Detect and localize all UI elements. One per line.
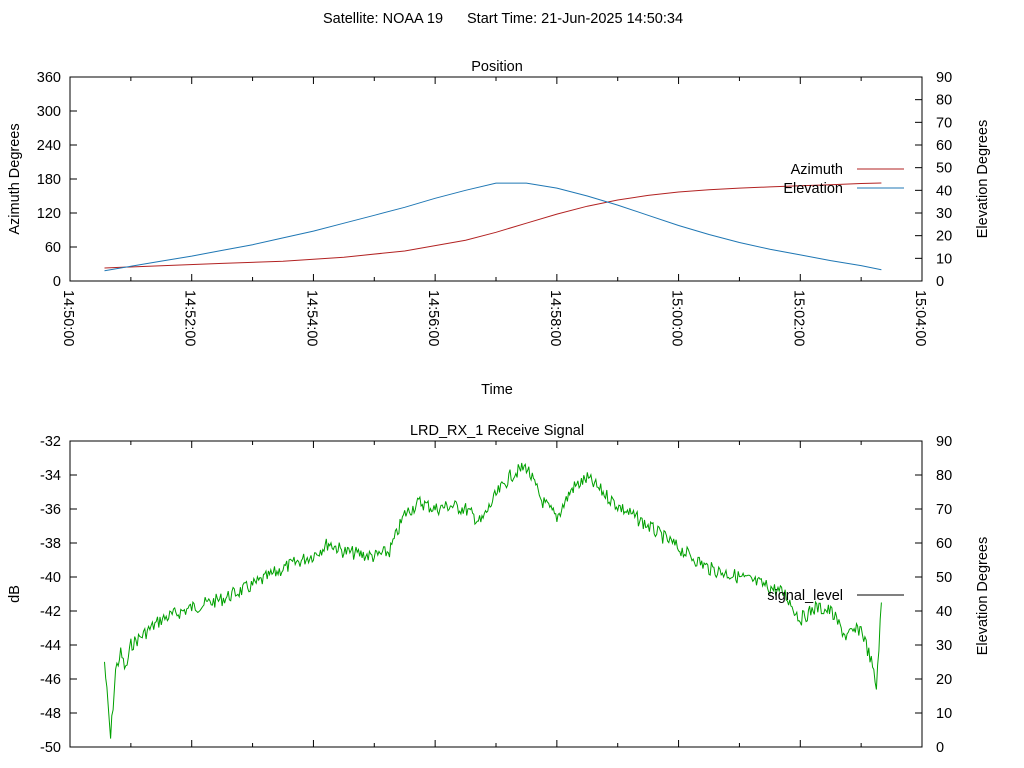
signal-chart-title: LRD_RX_1 Receive Signal (410, 423, 584, 439)
position-plot: 0 60 120 180 240 300 360 0 10 20 30 40 50 60 70 80 90 14:… (37, 70, 952, 346)
signal-plot: -50 -48 -46 -44 -42 -40 -38 -36 -34 -32 0 10 20 30 40 5… (40, 434, 952, 756)
x-tick-label: 14:54:00 (303, 290, 319, 346)
y2-tick-label: 60 (936, 536, 952, 552)
y2-tick-label: 40 (936, 604, 952, 620)
start-time-label: Start Time: 21-Jun-2025 14:50:34 (467, 11, 683, 27)
y2-tick-label: 20 (936, 672, 952, 688)
x-tick-label: 15:02:00 (790, 290, 806, 346)
plot-frame (69, 76, 923, 282)
y2-tick-label: 40 (936, 183, 952, 199)
y2-tick-label: 30 (936, 206, 952, 222)
y-tick-label: -46 (40, 672, 61, 688)
y-tick-label: 360 (37, 70, 61, 86)
y-tick-label: -44 (40, 638, 61, 654)
y-tick-label: 240 (37, 138, 61, 154)
series-line-azimuth (104, 182, 882, 269)
y2-tick-label: 50 (936, 161, 952, 177)
y-tick-label: -40 (40, 570, 61, 586)
position-y-axis-label: Azimuth Degrees (7, 123, 23, 234)
position-y2-axis-label: Elevation Degrees (975, 120, 991, 239)
y2-tick-label: 90 (936, 434, 952, 450)
y-tick-label: 180 (37, 172, 61, 188)
signal-y2-axis-label: Elevation Degrees (975, 537, 991, 656)
y2-tick-label: 60 (936, 138, 952, 154)
y-tick-label: 300 (37, 104, 61, 120)
series-line-elevation (104, 182, 882, 272)
y-tick-label: -38 (40, 536, 61, 552)
y-tick-label: -32 (40, 434, 61, 450)
x-tick-label: 15:04:00 (912, 290, 928, 346)
position-x-axis-label: Time (481, 382, 513, 398)
y2-tick-label: 0 (936, 274, 944, 290)
y2-tick-label: 70 (936, 115, 952, 131)
legend-label: Elevation (783, 181, 843, 197)
y-tick-label: 60 (45, 240, 61, 256)
x-tick-label: 14:50:00 (60, 290, 76, 346)
x-tick-label: 14:56:00 (425, 290, 441, 346)
y2-tick-label: 80 (936, 468, 952, 484)
series-line-signal_level (104, 462, 882, 739)
y-tick-label: 0 (53, 274, 61, 290)
y2-tick-label: 50 (936, 570, 952, 586)
x-tick-label: 15:00:00 (669, 290, 685, 346)
y2-tick-label: 20 (936, 229, 952, 245)
y2-tick-label: 10 (936, 251, 952, 267)
y-tick-label: -34 (40, 468, 61, 484)
x-tick-label: 14:52:00 (182, 290, 198, 346)
y-tick-label: -48 (40, 706, 61, 722)
y-tick-label: -36 (40, 502, 61, 518)
signal-y-axis-label: dB (7, 585, 23, 603)
y2-tick-label: 70 (936, 502, 952, 518)
y2-tick-label: 80 (936, 93, 952, 109)
y2-tick-label: 0 (936, 740, 944, 756)
y2-tick-label: 30 (936, 638, 952, 654)
satellite-label: Satellite: NOAA 19 (323, 11, 443, 27)
y2-tick-label: 90 (936, 70, 952, 86)
y-tick-label: -42 (40, 604, 61, 620)
y-tick-label: -50 (40, 740, 61, 756)
y-tick-label: 120 (37, 206, 61, 222)
plot-layer: 060120180240300360010203040506070809014:… (37, 70, 952, 756)
position-chart-title: Position (471, 59, 523, 75)
y2-tick-label: 10 (936, 706, 952, 722)
legend-label: Azimuth (791, 162, 843, 178)
legend-label: signal_level (767, 588, 843, 604)
x-tick-label: 14:58:00 (547, 290, 563, 346)
